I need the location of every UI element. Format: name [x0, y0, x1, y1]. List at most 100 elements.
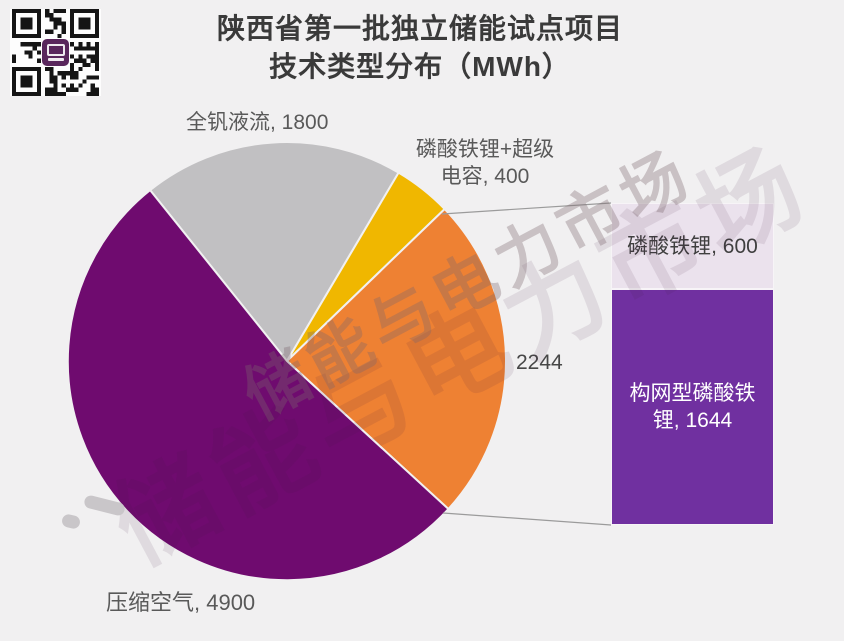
label-vanadium-flow: 全钒液流, 1800 [186, 111, 329, 134]
label-breakout-value: 2244 [516, 351, 563, 374]
qr-module [53, 75, 58, 80]
qr-module [32, 46, 37, 51]
qr-module [82, 46, 87, 51]
qr-module [90, 54, 95, 59]
qr-module [24, 42, 29, 47]
qr-module [61, 29, 66, 34]
qr-module [78, 42, 83, 47]
qr-module [20, 42, 25, 47]
bar-segment-lfp: 磷酸铁锂, 600 [611, 203, 774, 290]
qr-module [28, 54, 33, 59]
qr-module [57, 9, 62, 14]
qr-module [86, 46, 91, 51]
qr-module [45, 13, 50, 18]
qr-module [61, 91, 66, 96]
qr-module [61, 21, 66, 26]
qr-module [45, 87, 50, 92]
qr-module [74, 75, 79, 80]
qr-module [20, 17, 33, 30]
qr-module [94, 67, 99, 72]
qr-module [45, 29, 50, 34]
qr-module [74, 46, 79, 51]
qr-module [94, 87, 99, 92]
qr-module [74, 87, 79, 92]
qr-module [12, 58, 17, 63]
bar-segment-grid-forming-lfp-label: 构网型磷酸铁 锂, 1644 [630, 380, 756, 434]
qr-module [90, 46, 95, 51]
qr-module [90, 87, 95, 92]
qr-module [57, 33, 62, 38]
qr-module [90, 83, 95, 88]
qr-module [53, 83, 58, 88]
bar-label-line2: 锂, 1644 [652, 409, 733, 433]
qr-module [82, 62, 87, 67]
qr-module [45, 67, 50, 72]
qr-module [94, 58, 99, 63]
qr-module [86, 42, 91, 47]
qr-module [49, 75, 54, 80]
qr-module [78, 17, 91, 30]
qr-module [57, 17, 62, 22]
qr-module [82, 79, 87, 84]
qr-module [45, 9, 50, 14]
qr-module [57, 91, 62, 96]
qr-module [78, 58, 83, 63]
bar-segment-lfp-label: 磷酸铁锂, 600 [627, 234, 758, 258]
qr-module [49, 79, 54, 84]
qr-module [86, 62, 91, 67]
qr-module [70, 71, 75, 76]
qr-module [94, 75, 99, 80]
qr-module [57, 21, 62, 26]
qr-module [32, 42, 37, 47]
qr-module [49, 71, 54, 76]
qr-module [74, 71, 79, 76]
logo-glyph-icon [46, 44, 65, 56]
qr-module [78, 54, 83, 59]
qr-module [70, 75, 75, 80]
qr-module [53, 25, 58, 30]
qr-module [61, 83, 66, 88]
qr-module [28, 50, 33, 55]
qr-module [74, 58, 79, 63]
qr-module [57, 71, 62, 76]
pie-slice-lfp-breakout [286, 208, 507, 510]
qr-module [24, 50, 29, 55]
qr-module [49, 67, 54, 72]
qr-module [94, 50, 99, 55]
qr-module [53, 87, 58, 92]
qr-module [61, 9, 66, 14]
qr-module [53, 91, 58, 96]
qr-module [70, 87, 75, 92]
logo-text-mark [47, 58, 64, 61]
qr-module [65, 71, 70, 76]
qr-module [53, 79, 58, 84]
qr-module [36, 58, 41, 63]
qr-module [61, 25, 66, 30]
qr-module [78, 67, 83, 72]
qr-module [86, 75, 91, 80]
bar-label-line1: 构网型磷酸铁 [629, 382, 756, 406]
qr-module [86, 91, 91, 96]
qr-module [53, 17, 58, 22]
qr-module [65, 87, 70, 92]
qr-module [94, 42, 99, 47]
label-lfp-supercap-line1: 磷酸铁锂+超级 [415, 138, 555, 161]
qr-module [36, 50, 41, 55]
qr-module [94, 54, 99, 59]
chart-title-line1: 陕西省第一批独立储能试点项目 [216, 13, 623, 44]
qr-module [70, 83, 75, 88]
qr-module [49, 87, 54, 92]
qr-module [53, 21, 58, 26]
qr-center-logo-icon [42, 39, 69, 66]
qr-module [49, 29, 54, 34]
chart-title: 陕西省第一批独立储能试点项目 技术类型分布（MWh） [130, 10, 710, 86]
qr-module [20, 75, 33, 88]
qr-module [49, 17, 54, 22]
leader-line-bottom [442, 512, 612, 526]
qr-module [53, 9, 58, 14]
qr-module [36, 42, 41, 47]
label-compressed-air: 压缩空气, 4900 [106, 590, 256, 615]
qr-module [90, 75, 95, 80]
qr-module [28, 42, 33, 47]
qr-module [78, 83, 83, 88]
